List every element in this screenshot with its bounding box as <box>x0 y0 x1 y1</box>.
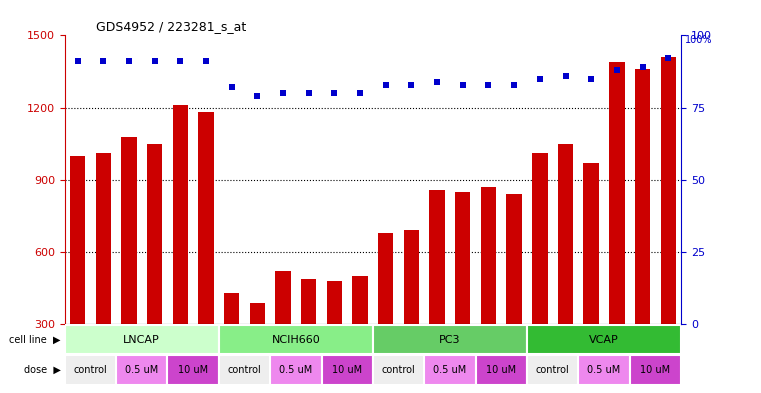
Bar <box>224 293 240 393</box>
Point <box>431 79 443 85</box>
Bar <box>121 136 137 393</box>
Bar <box>378 233 393 393</box>
Text: control: control <box>228 365 261 375</box>
Point <box>148 58 161 64</box>
Text: NCIH660: NCIH660 <box>272 334 320 345</box>
Bar <box>65 355 116 384</box>
Bar <box>275 272 291 393</box>
Bar <box>70 156 85 393</box>
Text: 10 uM: 10 uM <box>178 365 209 375</box>
Text: 0.5 uM: 0.5 uM <box>125 365 158 375</box>
Bar <box>661 57 676 393</box>
Point <box>533 75 546 82</box>
Bar <box>219 325 373 354</box>
Point <box>559 73 572 79</box>
Text: PC3: PC3 <box>439 334 460 345</box>
Point <box>123 58 135 64</box>
Point <box>585 75 597 82</box>
Bar <box>610 62 625 393</box>
Text: LNCAP: LNCAP <box>123 334 160 345</box>
Text: control: control <box>536 365 569 375</box>
Text: 0.5 uM: 0.5 uM <box>279 365 313 375</box>
Point <box>611 67 623 73</box>
Bar <box>527 355 578 384</box>
Text: 0.5 uM: 0.5 uM <box>587 365 621 375</box>
Bar <box>630 355 681 384</box>
Bar <box>532 153 548 393</box>
Bar <box>404 230 419 393</box>
Text: cell line  ▶: cell line ▶ <box>9 334 61 345</box>
Text: 10 uM: 10 uM <box>332 365 362 375</box>
Bar <box>250 303 265 393</box>
Bar <box>147 144 162 393</box>
Bar <box>507 195 522 393</box>
Point <box>97 58 110 64</box>
Point <box>200 58 212 64</box>
Point <box>662 55 674 62</box>
Bar <box>481 187 496 393</box>
Bar <box>455 192 470 393</box>
Bar <box>116 355 167 384</box>
Point <box>174 58 186 64</box>
Text: 10 uM: 10 uM <box>486 365 517 375</box>
Point <box>636 64 648 70</box>
Text: GDS4952 / 223281_s_at: GDS4952 / 223281_s_at <box>96 20 246 33</box>
Bar <box>96 153 111 393</box>
Point <box>354 90 366 96</box>
Text: control: control <box>74 365 107 375</box>
Point <box>508 81 521 88</box>
Bar <box>558 144 573 393</box>
Bar <box>373 355 425 384</box>
Text: 100%: 100% <box>685 35 712 45</box>
Bar <box>635 69 651 393</box>
Bar <box>65 325 219 354</box>
Point <box>277 90 289 96</box>
Bar <box>322 355 373 384</box>
Point <box>406 81 418 88</box>
Point <box>72 58 84 64</box>
Bar <box>301 279 317 393</box>
Bar <box>270 355 322 384</box>
Bar <box>373 325 527 354</box>
Text: 10 uM: 10 uM <box>640 365 670 375</box>
Text: control: control <box>382 365 416 375</box>
Text: 0.5 uM: 0.5 uM <box>433 365 466 375</box>
Point <box>251 93 263 99</box>
Point <box>457 81 469 88</box>
Text: dose  ▶: dose ▶ <box>24 365 61 375</box>
Point <box>482 81 495 88</box>
Bar <box>173 105 188 393</box>
Bar <box>352 276 368 393</box>
Bar <box>219 355 270 384</box>
Bar <box>199 112 214 393</box>
Bar <box>167 355 219 384</box>
Bar <box>425 355 476 384</box>
Bar <box>429 189 445 393</box>
Point <box>225 84 237 90</box>
Point <box>303 90 315 96</box>
Bar <box>584 163 599 393</box>
Point <box>380 81 392 88</box>
Point <box>328 90 340 96</box>
Bar <box>578 355 630 384</box>
Bar <box>476 355 527 384</box>
Text: VCAP: VCAP <box>589 334 619 345</box>
Bar <box>326 281 342 393</box>
Bar <box>527 325 681 354</box>
